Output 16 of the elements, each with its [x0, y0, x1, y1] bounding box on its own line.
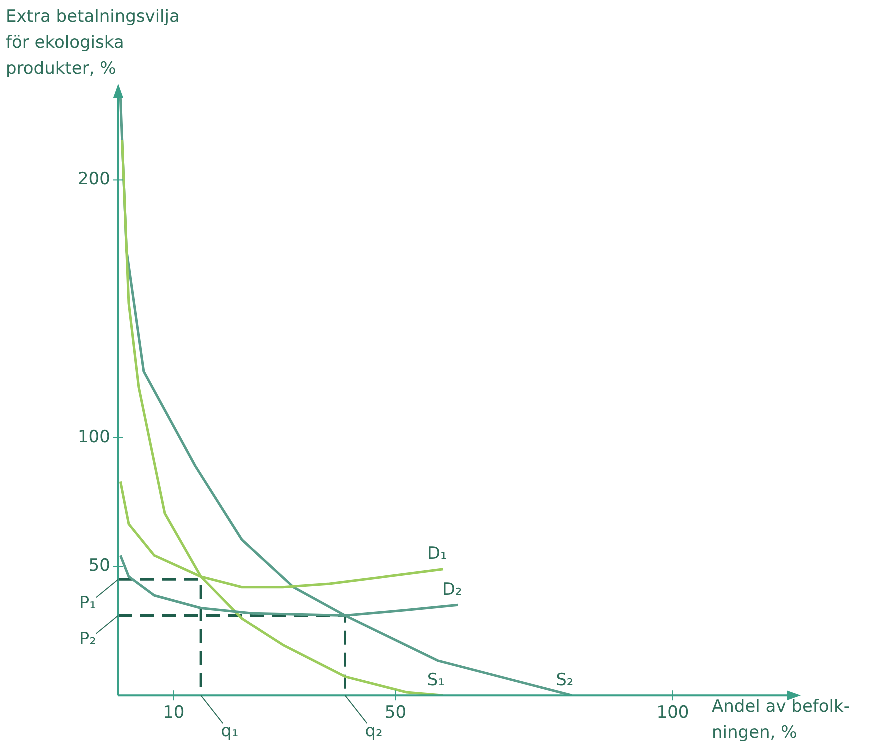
- y-axis-title: Extra betalningsvilja för ekologiska produkter, %: [6, 6, 180, 81]
- y-tick-label: 100: [78, 427, 110, 448]
- series-label: D₁: [427, 544, 448, 564]
- annotation: q₁: [221, 722, 239, 742]
- annotation: q₂: [365, 722, 383, 742]
- series-label: S₂: [556, 670, 574, 691]
- annotation: P₁: [79, 594, 96, 614]
- y-tick-label: 200: [78, 170, 110, 190]
- x-axis-title: Andel av befolk- ningen, %: [712, 696, 850, 742]
- series-label: S₁: [427, 670, 446, 691]
- x-tick-label: 100: [656, 703, 690, 724]
- annotation: P₂: [79, 630, 96, 650]
- y-tick-label: 50: [88, 556, 110, 576]
- x-tick-label: 50: [384, 703, 407, 724]
- x-tick-label: 10: [163, 703, 185, 724]
- series-label: D₂: [442, 580, 462, 600]
